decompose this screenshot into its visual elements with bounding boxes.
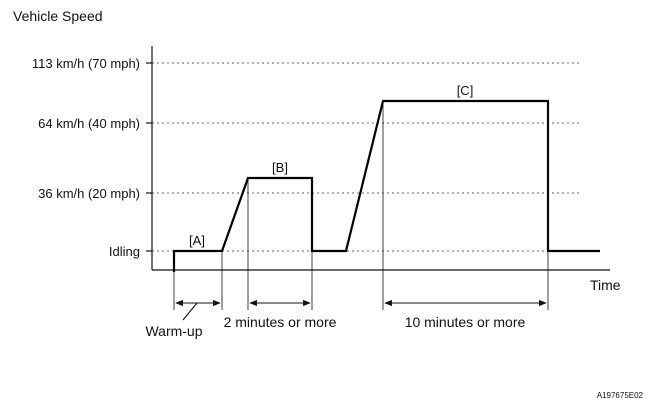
speed-trace [172, 99, 600, 272]
warmup-leader-line [182, 302, 198, 321]
phase-label-c: [C] [457, 83, 474, 98]
figure-code: A197675E02 [597, 391, 644, 400]
duration-label-2min: 2 minutes or more [224, 314, 337, 330]
duration-label-10min: 10 minutes or more [405, 314, 526, 330]
phase-label-a: [A] [189, 233, 205, 248]
phase-boundaries [173, 101, 549, 310]
chart-title: Vehicle Speed [13, 8, 103, 24]
tick-label-36: 36 km/h (20 mph) [38, 186, 140, 201]
tick-label-113: 113 km/h (70 mph) [32, 56, 140, 71]
duration-arrows [175, 299, 547, 321]
tick-label-64: 64 km/h (40 mph) [38, 116, 140, 131]
phase-label-b: [B] [272, 160, 288, 175]
duration-label-warmup: Warm-up [145, 323, 202, 339]
y-axis-ticks: 113 km/h (70 mph) 64 km/h (40 mph) 36 km… [32, 56, 600, 259]
x-axis-label: Time [590, 277, 621, 293]
tick-label-idling: Idling [109, 244, 140, 259]
